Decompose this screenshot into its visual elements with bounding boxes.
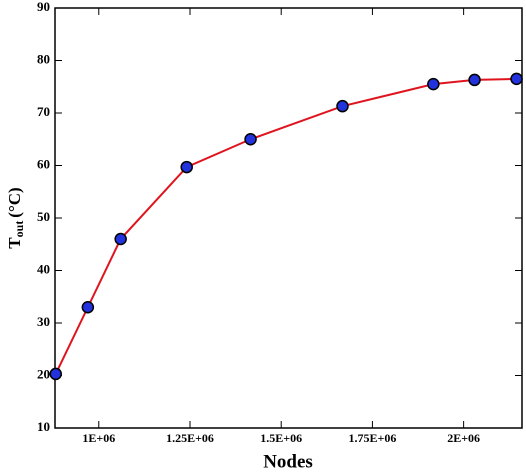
y-tick-label: 90 xyxy=(37,0,50,14)
data-point xyxy=(81,301,95,314)
y-label-main: T xyxy=(5,237,24,249)
y-tick-label: 20 xyxy=(37,366,50,381)
y-axis-label: Tout (°C) xyxy=(5,187,26,248)
series-line xyxy=(54,77,517,375)
y-label-unit: (°C) xyxy=(5,187,24,217)
data-point xyxy=(510,72,523,86)
plot-frame xyxy=(54,7,523,429)
y-tick-label: 30 xyxy=(37,314,50,329)
y-tick-label: 10 xyxy=(37,419,50,434)
y-label-sub: out xyxy=(12,221,26,238)
y-tick-label: 70 xyxy=(37,104,50,119)
y-tick-label: 80 xyxy=(37,51,50,66)
data-point xyxy=(49,367,62,381)
data-point xyxy=(244,133,257,146)
y-tick-label: 50 xyxy=(37,209,50,224)
data-point xyxy=(427,77,440,91)
x-tick-label: 1.75E+06 xyxy=(348,431,396,445)
x-tick-label: 2E+06 xyxy=(447,431,480,445)
y-tick-label: 40 xyxy=(37,261,50,276)
y-tick-label: 60 xyxy=(37,156,50,171)
data-point xyxy=(114,232,127,246)
x-axis-label: Nodes xyxy=(263,451,313,472)
data-point xyxy=(336,99,349,113)
x-tick-label: 1.5E+06 xyxy=(260,431,302,445)
data-point xyxy=(180,160,193,174)
data-point xyxy=(468,73,481,87)
x-tick-label: 1.25E+06 xyxy=(166,431,214,445)
x-tick-label: 1E+06 xyxy=(82,431,115,445)
